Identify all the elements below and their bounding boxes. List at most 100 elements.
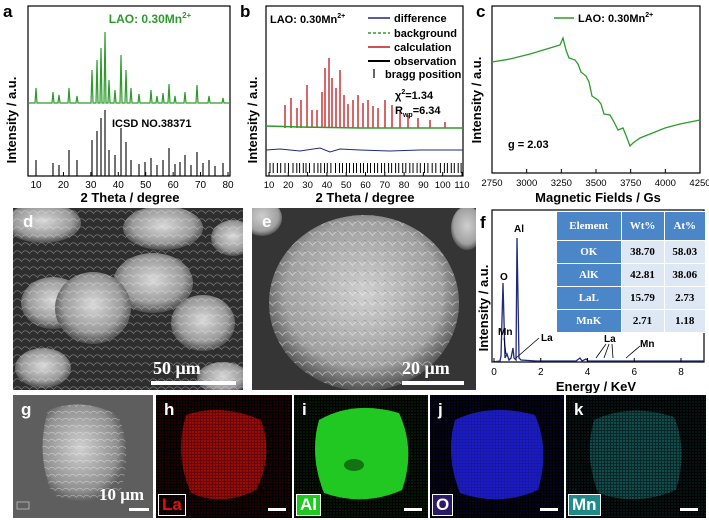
x-tick-label: 110 [454, 180, 469, 191]
peak-label-mn-2: Mn [640, 339, 654, 350]
table-cell: 2.71 [620, 309, 665, 333]
x-tick-label: 2 [538, 367, 544, 378]
panel-b-title: LAO: 0.30Mn2+ [270, 13, 345, 26]
panel-k-scale-bar [680, 508, 698, 511]
panel-b-background [265, 125, 463, 129]
x-tick-label: 4250 [689, 178, 709, 189]
panel-b-rietveld-chart: Intensity / a.u. LAO: 0.30Mn2+ differenc… [245, 5, 470, 205]
panel-b-chi: χ2=1.34 [395, 89, 434, 102]
x-tick-label: 2750 [481, 178, 502, 189]
panel-f-spectrum [491, 237, 704, 363]
panel-c-xticks: 2750 3000 3250 3500 3750 4000 4250 [481, 169, 709, 189]
panel-a-reference-sticks [35, 110, 224, 176]
x-tick-label: 10 [264, 180, 275, 191]
panel-h-scale-bar [268, 508, 286, 511]
panel-a-xlabel: 2 Theta / degree [81, 190, 180, 205]
panel-f-ylabel: Intensity / a.u. [476, 265, 491, 352]
x-tick-label: 20 [283, 180, 294, 191]
panel-b-xlabel: 2 Theta / degree [316, 190, 415, 205]
table-cell: 2.73 [663, 286, 707, 310]
legend-calculation: calculation [394, 42, 452, 54]
panel-a-ylabel: Intensity / a.u. [4, 77, 19, 164]
panel-b-legend: difference background calculation observ… [368, 13, 462, 81]
x-tick-label: 50 [140, 180, 152, 191]
panel-a-sample-pattern [28, 31, 230, 104]
x-tick-label: 3000 [516, 178, 537, 189]
legend-bragg-position: bragg position [385, 69, 462, 81]
panel-b-observed-calculated [284, 58, 446, 128]
panel-h-letter: h [164, 400, 175, 419]
panel-b-frame [265, 5, 464, 177]
eds-header-cell: Wt% [620, 211, 665, 241]
legend-difference: difference [394, 13, 447, 25]
legend-observation: observation [394, 56, 457, 68]
panel-a-legend: LAO: 0.30Mn2+ [109, 11, 192, 26]
panel-c-xlabel: Magnetic Fields / Gs [535, 190, 661, 205]
panel-d-scale-bar [151, 381, 236, 385]
table-cell: 42.81 [620, 263, 665, 287]
x-tick-label: 40 [322, 180, 333, 191]
x-tick-label: 3500 [585, 178, 606, 189]
x-tick-label: 80 [399, 180, 410, 191]
table-row: LaL 15.79 2.73 [556, 286, 707, 310]
panel-i-scale-bar [404, 508, 422, 511]
x-tick-label: 20 [58, 180, 70, 191]
x-tick-label: 4 [585, 367, 591, 378]
panel-a-xticks: 10 20 30 40 50 60 70 80 [30, 172, 234, 191]
panel-i-al-map: Al [294, 395, 428, 518]
x-tick-label: 70 [195, 180, 207, 191]
x-tick-label: 80 [222, 180, 234, 191]
peak-label-o: O [500, 272, 508, 283]
panel-g-letter: g [21, 400, 32, 419]
panel-j-element-tag: O [432, 494, 454, 516]
panel-c-legend: LAO: 0.30Mn2+ [578, 12, 653, 25]
table-cell: LaL [556, 286, 622, 310]
x-tick-label: 4000 [655, 178, 676, 189]
panel-d-letter: d [23, 212, 34, 231]
x-tick-label: 60 [168, 180, 180, 191]
peak-label-la-2: La [604, 334, 616, 345]
panel-i-element-tag: Al [296, 494, 321, 516]
legend-background: background [394, 28, 457, 40]
table-cell: MnK [556, 309, 622, 333]
panel-k-mn-map: Mn [566, 395, 706, 518]
panel-b-bragg-positions [269, 163, 462, 173]
panel-j-letter: j [438, 400, 443, 419]
table-row: MnK 2.71 1.18 [556, 309, 707, 333]
panel-h-element-tag: La [158, 494, 186, 516]
panel-c-epr-curve [491, 35, 701, 148]
panel-e-letter: e [262, 212, 272, 231]
table-row: OK 38.70 58.03 [556, 240, 707, 264]
panel-g-scale-bar [129, 508, 149, 511]
x-tick-label: 8 [678, 367, 684, 378]
panel-h-la-map: La [156, 395, 292, 518]
panel-c-ylabel: Intensity / a.u. [470, 57, 484, 144]
eds-header-cell: At% [663, 211, 707, 241]
x-tick-label: 30 [85, 180, 97, 191]
peak-label-la-1: La [541, 333, 553, 344]
panel-a-ref-label: ICSD NO.38371 [112, 118, 191, 130]
x-tick-label: 100 [435, 180, 451, 191]
x-tick-label: 90 [418, 180, 429, 191]
panel-c-g-label: g = 2.03 [508, 139, 549, 151]
panel-b-difference [265, 147, 463, 153]
panel-c-letter: c [476, 2, 486, 21]
panel-i-letter: i [302, 400, 307, 419]
eds-table-header: Element Wt% At% [556, 211, 707, 241]
panel-c-epr-chart: Intensity / a.u. LAO: 0.30Mn2+ g = 2.03 … [470, 5, 709, 205]
peak-label-al: Al [514, 224, 524, 235]
panel-b-xticks: 10 20 30 40 50 60 70 80 90 100 110 [264, 172, 470, 191]
panel-k-letter: k [574, 400, 584, 419]
panel-g-scale-label: 10 μm [99, 485, 145, 504]
x-tick-label: 60 [360, 180, 371, 191]
x-tick-label: 10 [30, 180, 42, 191]
panel-f-xticks: 0 2 4 6 8 [491, 358, 684, 378]
panel-j-o-map: O [430, 395, 564, 518]
panel-b-rwp: Rwp=6.34 [395, 105, 441, 119]
panel-e-scale-label: 20 μm [402, 358, 450, 378]
panel-b-ylabel: Intensity / a.u. [245, 77, 260, 164]
panel-e-sem-image: 20 μm [252, 208, 476, 390]
panel-f-xlabel: Energy / KeV [556, 379, 637, 393]
table-cell: 38.70 [620, 240, 665, 264]
table-cell: 38.06 [663, 263, 707, 287]
